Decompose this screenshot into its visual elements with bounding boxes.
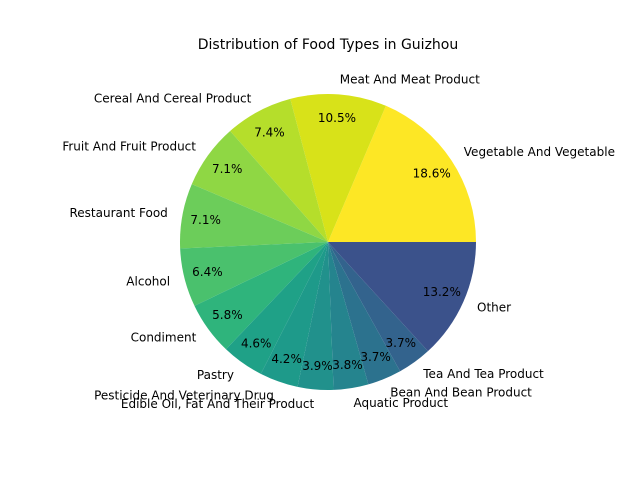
pie-slice <box>230 98 328 242</box>
slice-category-label: Meat And Meat Product <box>340 73 480 87</box>
slice-percent-label: 5.8% <box>212 308 243 322</box>
slice-percent-label: 7.1% <box>212 162 243 176</box>
pie-slice <box>180 242 328 306</box>
pie-slice <box>328 242 401 385</box>
slice-percent-label: 18.6% <box>413 166 451 180</box>
slice-percent-label: 4.2% <box>271 352 302 366</box>
slice-percent-label: 3.7% <box>360 350 391 364</box>
slice-category-label: Cereal And Cereal Product <box>94 91 252 105</box>
pie-slice <box>180 184 328 249</box>
pie-slice <box>328 105 477 242</box>
slice-category-label: Fruit And Fruit Product <box>62 140 196 154</box>
slice-category-label: Condiment <box>131 331 197 345</box>
slice-percent-label: 7.4% <box>254 125 285 139</box>
slice-labels: 18.6% Vegetable And Vegetable 10.5% Meat An… <box>62 73 615 412</box>
pie-slice <box>328 242 476 352</box>
slice-category-label: Tea And Tea Product <box>422 367 544 381</box>
slice-category-label: Vegetable And Vegetable <box>464 145 615 159</box>
slice-percent-label: 13.2% <box>423 285 461 299</box>
slice-category-label: Restaurant Food <box>70 206 168 220</box>
slice-percent-label: 3.7% <box>386 336 417 350</box>
slice-percent-label: 10.5% <box>318 111 356 125</box>
chart-title: Distribution of Food Types in Guizhou <box>198 37 458 53</box>
slice-category-label: Alcohol <box>126 274 170 288</box>
slice-category-label: Edible Oil, Fat And Their Product <box>121 397 315 411</box>
slice-percent-label: 3.9% <box>302 359 333 373</box>
slice-percent-label: 6.4% <box>192 265 223 279</box>
slice-category-label: Pesticide And Veterinary Drug <box>94 389 274 403</box>
pie-slice <box>328 242 428 372</box>
slice-category-label: Pastry <box>197 368 234 382</box>
pie-slice <box>191 130 328 242</box>
slice-category-label: Other <box>477 301 511 315</box>
pie-slices <box>180 94 477 390</box>
pie-slice <box>194 242 328 350</box>
pie-slice <box>290 94 386 243</box>
pie-slice <box>260 242 328 387</box>
slice-category-label: Bean And Bean Product <box>390 385 532 399</box>
pie-slice <box>297 242 334 390</box>
slice-percent-label: 4.6% <box>241 336 272 350</box>
slice-category-label: Aquatic Product <box>353 396 448 410</box>
pie-slice <box>328 242 369 390</box>
slice-percent-label: 7.1% <box>190 213 221 227</box>
pie-slice <box>226 242 328 374</box>
slice-percent-label: 3.8% <box>332 358 363 372</box>
